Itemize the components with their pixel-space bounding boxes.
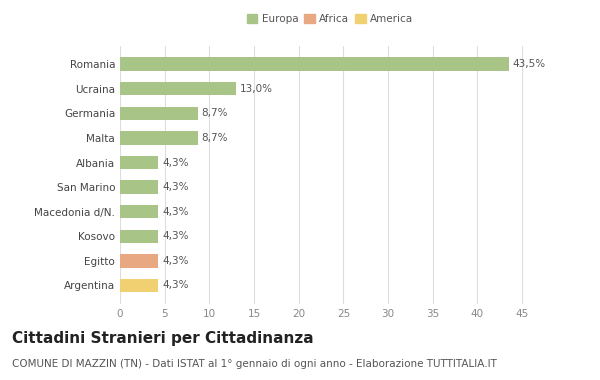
- Text: 8,7%: 8,7%: [202, 108, 228, 118]
- Bar: [120, 279, 158, 292]
- Text: 4,3%: 4,3%: [162, 280, 188, 290]
- Text: 43,5%: 43,5%: [512, 59, 545, 69]
- Text: 4,3%: 4,3%: [162, 231, 188, 241]
- Bar: [120, 82, 236, 95]
- Bar: [120, 57, 509, 71]
- Bar: [120, 205, 158, 218]
- Text: 4,3%: 4,3%: [162, 157, 188, 168]
- Legend: Europa, Africa, America: Europa, Africa, America: [245, 12, 415, 27]
- Text: COMUNE DI MAZZIN (TN) - Dati ISTAT al 1° gennaio di ogni anno - Elaborazione TUT: COMUNE DI MAZZIN (TN) - Dati ISTAT al 1°…: [12, 359, 497, 369]
- Bar: [120, 254, 158, 268]
- Bar: [120, 180, 158, 194]
- Bar: [120, 230, 158, 243]
- Text: 4,3%: 4,3%: [162, 207, 188, 217]
- Bar: [120, 131, 198, 145]
- Text: 13,0%: 13,0%: [240, 84, 273, 94]
- Text: 4,3%: 4,3%: [162, 256, 188, 266]
- Bar: [120, 106, 198, 120]
- Text: 8,7%: 8,7%: [202, 133, 228, 143]
- Bar: [120, 156, 158, 169]
- Text: 4,3%: 4,3%: [162, 182, 188, 192]
- Text: Cittadini Stranieri per Cittadinanza: Cittadini Stranieri per Cittadinanza: [12, 331, 314, 345]
